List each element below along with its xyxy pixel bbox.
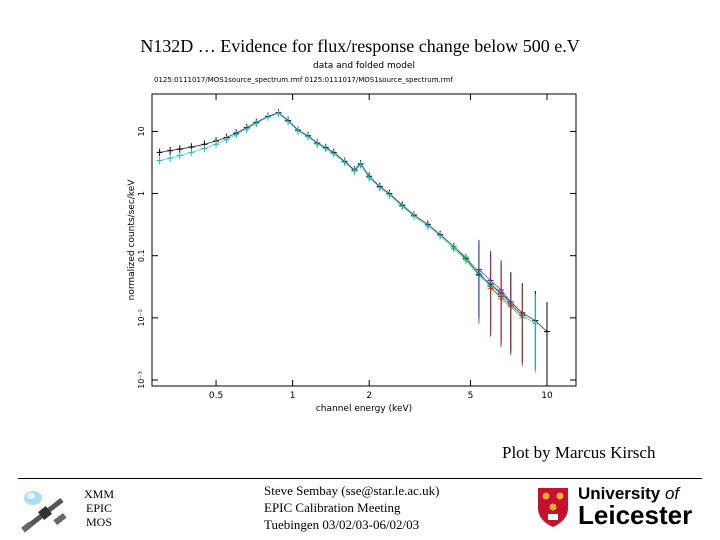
footer-divider: [18, 478, 702, 479]
y-tick-label: 10⁻³: [137, 371, 146, 389]
contact-meeting: EPIC Calibration Meeting: [264, 500, 401, 515]
y-tick-label: 10: [137, 126, 146, 136]
contact-author: Steve Sembay (sse@star.le.ac.uk): [264, 483, 440, 498]
plot-credit: Plot by Marcus Kirsch: [502, 443, 656, 462]
slide-title: N132D … Evidence for flux/response chang…: [140, 36, 580, 56]
xmm-epic-mos-label: XMM EPIC MOS: [72, 487, 126, 529]
chart-subtitle: 0125:0111017/MOS1source_spectrum.rmf 012…: [154, 76, 453, 84]
university-name-bottom: Leicester: [578, 500, 693, 530]
y-tick-label: 1: [137, 191, 146, 196]
university-word: University: [578, 484, 661, 503]
university-name-top: University of: [578, 484, 679, 504]
contact-location-dates: Tuebingen 03/02/03-06/02/03: [264, 517, 420, 532]
x-tick-label: 5: [468, 391, 474, 401]
x-tick-label: 0.5: [209, 391, 223, 401]
plot-frame: [151, 93, 577, 387]
x-tick-label: 10: [541, 391, 553, 401]
university-logo: University of Leicester: [536, 484, 704, 532]
series-line: [159, 112, 548, 332]
x-tick-label: 2: [366, 391, 372, 401]
university-crest-icon: [538, 488, 568, 527]
spectrum-plot: data and folded model 0125:0111017/MOS1so…: [116, 56, 590, 416]
x-tick-label: 1: [290, 391, 296, 401]
x-axis-label: channel energy (keV): [316, 404, 412, 414]
university-of-word: of: [664, 484, 680, 503]
series-line: [478, 269, 512, 303]
spectrum-chart-svg: data and folded model 0125:0111017/MOS1so…: [127, 61, 577, 414]
chart-title: data and folded model: [313, 61, 415, 71]
series-line: [159, 112, 536, 325]
series-line: [490, 287, 523, 316]
satellite-icon: [21, 491, 67, 533]
mos-line: MOS: [85, 515, 112, 529]
xmm-line: XMM: [83, 487, 114, 501]
y-tick-label: 0.1: [137, 249, 146, 262]
y-axis-label: normalized counts/sec/keV: [127, 179, 137, 301]
epic-line: EPIC: [85, 501, 112, 515]
contact-info: Steve Sembay (sse@star.le.ac.uk) EPIC Ca…: [264, 482, 440, 533]
y-tick-label: 10⁻²: [137, 309, 146, 327]
